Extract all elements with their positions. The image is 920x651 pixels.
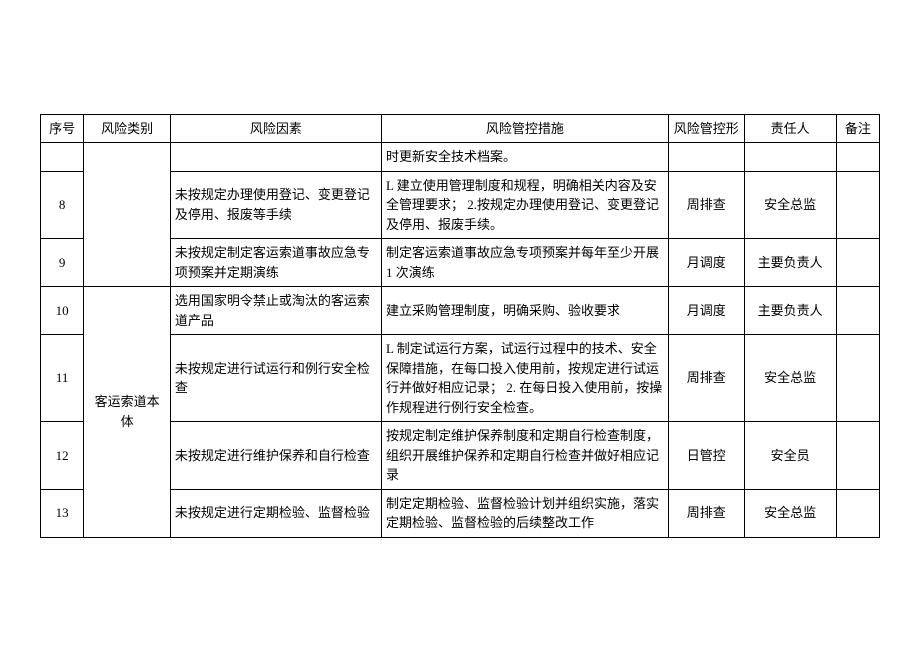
cell-note (836, 239, 879, 287)
cell-freq: 周排查 (668, 171, 744, 239)
cell-resp: 安全总监 (744, 171, 836, 239)
cell-seq: 9 (41, 239, 84, 287)
header-note: 备注 (836, 114, 879, 143)
cell-resp: 安全员 (744, 422, 836, 490)
cell-freq: 月调度 (668, 287, 744, 335)
header-resp: 责任人 (744, 114, 836, 143)
header-seq: 序号 (41, 114, 84, 143)
cell-factor: 未按规定制定客运索道事故应急专项预案并定期演练 (170, 239, 381, 287)
cell-category: 客运索道本体 (84, 287, 171, 538)
cell-note (836, 489, 879, 537)
cell-measure: L 制定试运行方案，试运行过程中的技术、安全保障措施，在每口投入使用前，按规定进… (381, 335, 668, 422)
cell-factor: 未按规定进行维护保养和自行检查 (170, 422, 381, 490)
cell-resp: 安全总监 (744, 335, 836, 422)
cell-seq: 13 (41, 489, 84, 537)
document-page: 序号 风险类别 风险因素 风险管控措施 风险管控形 责任人 备注 时更新安全技术… (40, 114, 880, 538)
cell-seq: 11 (41, 335, 84, 422)
header-factor: 风险因素 (170, 114, 381, 143)
cell-note (836, 335, 879, 422)
cell-freq: 周排查 (668, 335, 744, 422)
cell-note (836, 422, 879, 490)
table-row: 时更新安全技术档案。 (41, 143, 880, 172)
cell-seq: 12 (41, 422, 84, 490)
cell-resp: 主要负责人 (744, 287, 836, 335)
cell-factor: 未按规定进行定期检验、监督检验 (170, 489, 381, 537)
cell-freq: 周排查 (668, 489, 744, 537)
cell-freq: 日管控 (668, 422, 744, 490)
cell-resp: 主要负责人 (744, 239, 836, 287)
cell-category-empty (84, 143, 171, 287)
risk-table: 序号 风险类别 风险因素 风险管控措施 风险管控形 责任人 备注 时更新安全技术… (40, 114, 880, 538)
cell-factor: 未按规定进行试运行和例行安全检查 (170, 335, 381, 422)
cell-measure: 时更新安全技术档案。 (381, 143, 668, 172)
cell-measure: 制定客运索道事故应急专项预案并每年至少开展 1 次演练 (381, 239, 668, 287)
cell-seq (41, 143, 84, 172)
header-freq: 风险管控形 (668, 114, 744, 143)
table-row: 10 客运索道本体 选用国家明令禁止或淘汰的客运索道产品 建立采购管理制度，明确… (41, 287, 880, 335)
table-header-row: 序号 风险类别 风险因素 风险管控措施 风险管控形 责任人 备注 (41, 114, 880, 143)
cell-measure: L 建立使用管理制度和规程，明确相关内容及安全管理要求； 2.按规定办理使用登记… (381, 171, 668, 239)
cell-factor: 选用国家明令禁止或淘汰的客运索道产品 (170, 287, 381, 335)
cell-measure: 建立采购管理制度，明确采购、验收要求 (381, 287, 668, 335)
header-category: 风险类别 (84, 114, 171, 143)
cell-note (836, 171, 879, 239)
cell-seq: 8 (41, 171, 84, 239)
cell-freq: 月调度 (668, 239, 744, 287)
cell-factor: 未按规定办理使用登记、变更登记及停用、报废等手续 (170, 171, 381, 239)
header-measure: 风险管控措施 (381, 114, 668, 143)
cell-measure: 制定定期检验、监督检验计划并组织实施，落实定期检验、监督检验的后续整改工作 (381, 489, 668, 537)
cell-measure: 按规定制定维护保养制度和定期自行检查制度，组织开展维护保养和定期自行检查并做好相… (381, 422, 668, 490)
cell-note (836, 143, 879, 172)
cell-freq (668, 143, 744, 172)
cell-note (836, 287, 879, 335)
cell-seq: 10 (41, 287, 84, 335)
cell-resp: 安全总监 (744, 489, 836, 537)
cell-resp (744, 143, 836, 172)
cell-factor (170, 143, 381, 172)
